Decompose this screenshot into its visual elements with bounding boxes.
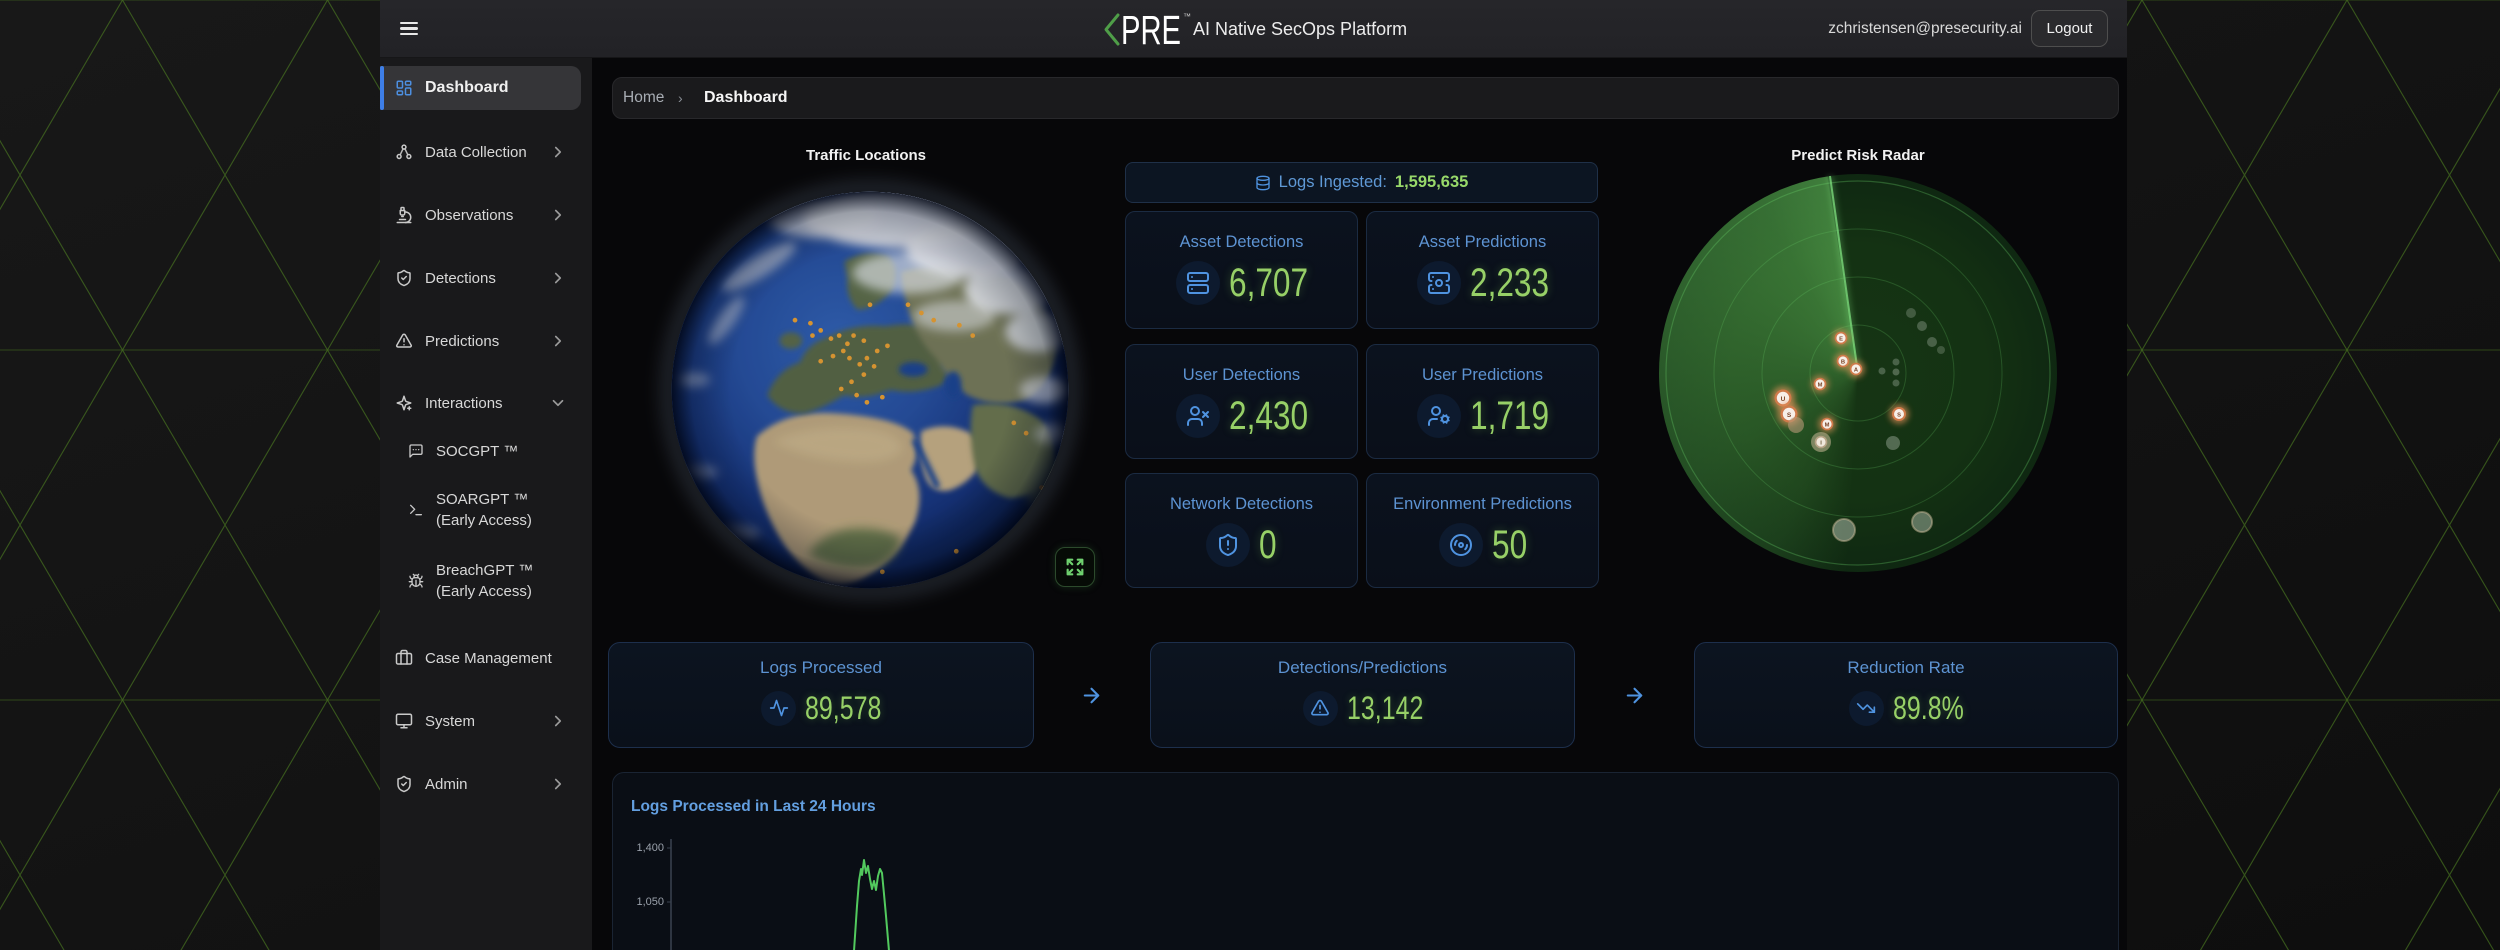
svg-text:S: S bbox=[1787, 412, 1792, 419]
svg-text:B: B bbox=[1841, 360, 1845, 366]
svg-text:S: S bbox=[1897, 413, 1901, 419]
svg-text:A: A bbox=[1854, 368, 1859, 374]
svg-text:M: M bbox=[1818, 383, 1823, 389]
svg-text:I: I bbox=[1820, 441, 1822, 447]
svg-text:PRE: PRE bbox=[1121, 7, 1181, 52]
svg-text:E: E bbox=[1839, 337, 1843, 343]
svg-text:M: M bbox=[1825, 423, 1830, 429]
svg-text:U: U bbox=[1781, 396, 1786, 403]
svg-text:™: ™ bbox=[1183, 12, 1191, 21]
